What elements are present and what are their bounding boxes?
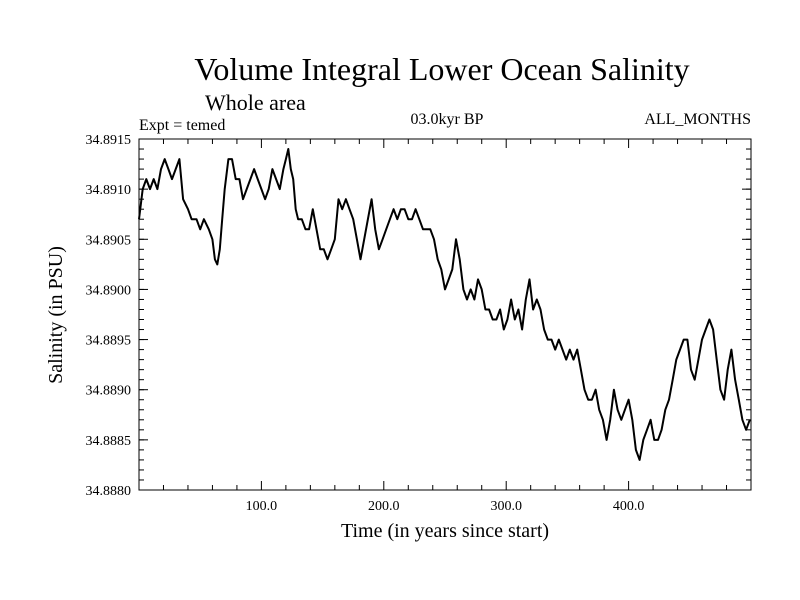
y-tick-label: 34.8890: [86, 384, 132, 399]
salinity-series-line: [138, 148, 751, 461]
x-axis-ticks: 100.0 200.0 300.0 400.0: [162, 139, 728, 514]
x-tick-label: 100.0: [246, 499, 278, 514]
x-axis-label: Time (in years since start): [341, 520, 549, 542]
y-tick-label: 34.8915: [86, 133, 132, 148]
x-tick-label: 300.0: [490, 499, 522, 514]
y-tick-label: 34.8900: [86, 283, 132, 298]
y-tick-label: 34.8895: [86, 334, 132, 349]
x-tick-label: 200.0: [368, 499, 400, 514]
y-axis-ticks: 34.8880 34.8885 34.8890 34.8895 34.8900 34.89…: [86, 133, 751, 499]
series-layer: [138, 148, 751, 461]
y-tick-label: 34.8880: [86, 484, 132, 499]
y-tick-label: 34.8905: [86, 233, 132, 248]
expt-label: Expt = temed: [139, 117, 225, 134]
plot-frame: [138, 138, 752, 491]
period-label: 03.0kyr BP: [411, 111, 484, 128]
x-tick-label: 400.0: [613, 499, 645, 514]
y-tick-label: 34.8910: [86, 183, 132, 198]
y-axis-label: Salinity (in PSU): [45, 246, 67, 384]
chart-title: Volume Integral Lower Ocean Salinity: [194, 51, 689, 87]
chart-subtitle: Whole area: [205, 90, 306, 115]
months-label: ALL_MONTHS: [644, 111, 751, 128]
y-tick-label: 34.8885: [86, 434, 132, 449]
